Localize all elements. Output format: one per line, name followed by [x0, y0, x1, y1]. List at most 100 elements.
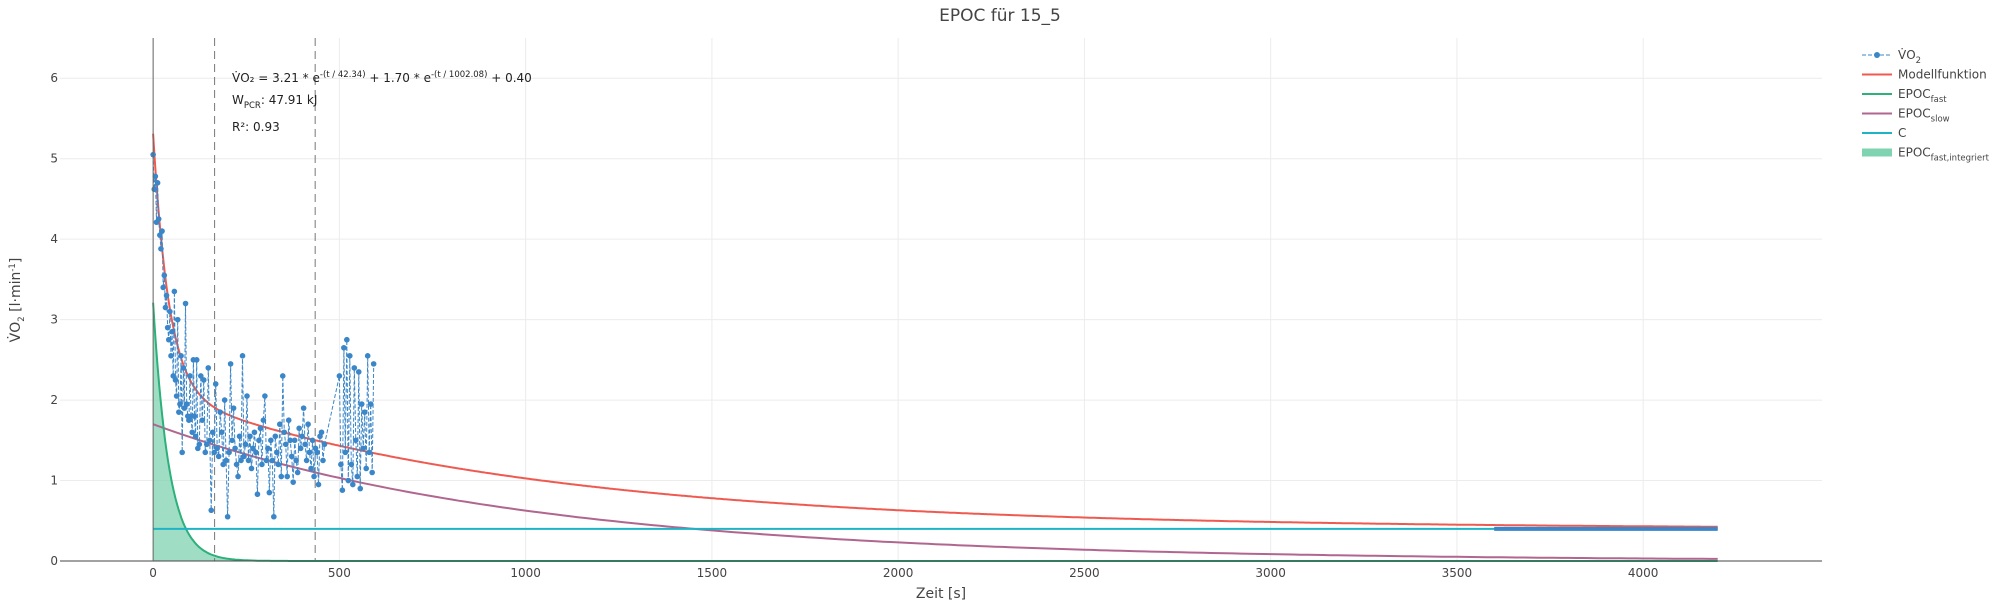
- vo2-point: [257, 425, 264, 432]
- vo2-point: [200, 377, 207, 383]
- legend-label-fill: EPOCfast,integriert: [1898, 146, 1990, 164]
- x-tick-label: 2500: [1069, 566, 1100, 580]
- vo2-point: [235, 473, 241, 480]
- vo2-point: [192, 433, 199, 440]
- vo2-point: [262, 393, 268, 399]
- vo2-series: [150, 151, 377, 520]
- equation-exp-1: -(t / 42.34): [320, 70, 366, 80]
- vo2-point: [256, 437, 262, 444]
- vo2-point: [251, 429, 258, 436]
- vo2-point: [205, 365, 212, 371]
- vo2-point: [341, 344, 347, 351]
- legend-label-model: Modellfunktion: [1898, 68, 1987, 82]
- y-tick-label: 6: [50, 71, 58, 85]
- y-tick-label: 1: [50, 474, 58, 488]
- x-tick-label: 500: [328, 566, 351, 580]
- vo2-point: [229, 437, 235, 444]
- legend: V̇O2ModellfunktionEPOCfastEPOCslowCEPOCf…: [1862, 48, 1990, 164]
- vo2-point: [191, 413, 198, 419]
- vo2-point: [278, 473, 285, 480]
- vo2-point: [187, 373, 193, 379]
- vo2-point: [233, 461, 240, 468]
- vo2-point: [253, 449, 259, 456]
- vo2-point: [299, 433, 305, 440]
- legend-label-fast: EPOCfast: [1898, 87, 1947, 105]
- legend-label-vo2: V̇O2: [1898, 48, 1921, 66]
- x-tick-label: 2000: [883, 566, 914, 580]
- vo2-point: [360, 445, 367, 452]
- vo2-point: [274, 449, 280, 456]
- vo2-point: [321, 441, 328, 448]
- epoc-fast-line: [152, 302, 1718, 562]
- vo2-point: [232, 445, 238, 452]
- vo2-point: [269, 457, 276, 464]
- equation-part-1: V̇O₂ = 3.21 * e: [232, 71, 320, 85]
- vo2-point: [287, 437, 294, 444]
- vo2-point: [358, 401, 365, 407]
- y-axis-title: V̇O2 [l·min-1]: [7, 258, 27, 343]
- vo2-point: [320, 457, 326, 464]
- vo2-point: [265, 445, 271, 452]
- legend-label-base: V̇O: [1898, 48, 1916, 62]
- vo2-point: [154, 180, 161, 186]
- vo2-point: [348, 461, 355, 468]
- vo2-point: [214, 445, 221, 452]
- vo2-point: [199, 417, 206, 423]
- vo2-point: [336, 373, 343, 379]
- vo2-point: [182, 300, 189, 307]
- vo2-point: [254, 491, 261, 498]
- vo2-point: [169, 328, 175, 335]
- vo2-point: [245, 457, 252, 464]
- chart-title: EPOC für 15_5: [939, 6, 1061, 26]
- legend-label-c: C: [1898, 126, 1906, 140]
- r2-annotation: R²: 0.93: [232, 120, 280, 134]
- grid-lines: [60, 38, 1822, 562]
- vo2-point: [347, 353, 353, 359]
- vo2-point: [172, 377, 179, 383]
- legend-label-base: EPOC: [1898, 87, 1931, 101]
- vo2-point: [285, 417, 292, 423]
- vo2-point: [239, 353, 246, 359]
- legend-label-sub: 2: [1916, 56, 1921, 66]
- vo2-point: [212, 381, 219, 387]
- vo2-point: [177, 401, 183, 407]
- vo2-point: [242, 441, 249, 448]
- x-tick-label: 3000: [1255, 566, 1286, 580]
- y-axis-title-sub: 2: [17, 316, 27, 321]
- vo2-point: [305, 421, 311, 428]
- vo2-point: [288, 453, 295, 460]
- vo2-point: [202, 449, 209, 456]
- vo2-point: [303, 457, 310, 464]
- vo2-point: [339, 487, 346, 493]
- legend-swatch-fill: [1862, 148, 1892, 157]
- vo2-point: [159, 228, 165, 234]
- y-tick-label: 3: [50, 313, 58, 327]
- vo2-point: [167, 308, 173, 315]
- vo2-point: [352, 437, 359, 444]
- equation-part-2: + 1.70 * e: [366, 71, 431, 85]
- vo2-point: [259, 461, 265, 468]
- vo2-point: [275, 461, 282, 468]
- vo2-point: [178, 353, 184, 359]
- epoc-fast-integrated-fill: [153, 302, 310, 561]
- vo2-point: [236, 433, 243, 440]
- y-axis-title-sup: -1: [8, 263, 18, 271]
- y-tick-label: 2: [50, 393, 58, 407]
- x-tick-label: 0: [149, 566, 157, 580]
- vo2-point: [218, 429, 225, 436]
- legend-label-sub: fast: [1931, 95, 1948, 105]
- vo2-point: [351, 365, 358, 371]
- vo2-point: [266, 489, 273, 496]
- vo2-point: [281, 429, 288, 436]
- vo2-point: [260, 417, 267, 423]
- vo2-point: [297, 445, 304, 452]
- legend-label-base: C: [1898, 126, 1906, 140]
- legend-label-sub: fast,integriert: [1931, 154, 1990, 164]
- equation-part-3: + 0.40: [487, 71, 531, 85]
- axes: [60, 38, 1822, 562]
- vo2-point: [370, 361, 377, 367]
- x-tick-label: 1000: [510, 566, 541, 580]
- legend-label-base: EPOC: [1898, 146, 1931, 160]
- vo2-point: [226, 449, 232, 456]
